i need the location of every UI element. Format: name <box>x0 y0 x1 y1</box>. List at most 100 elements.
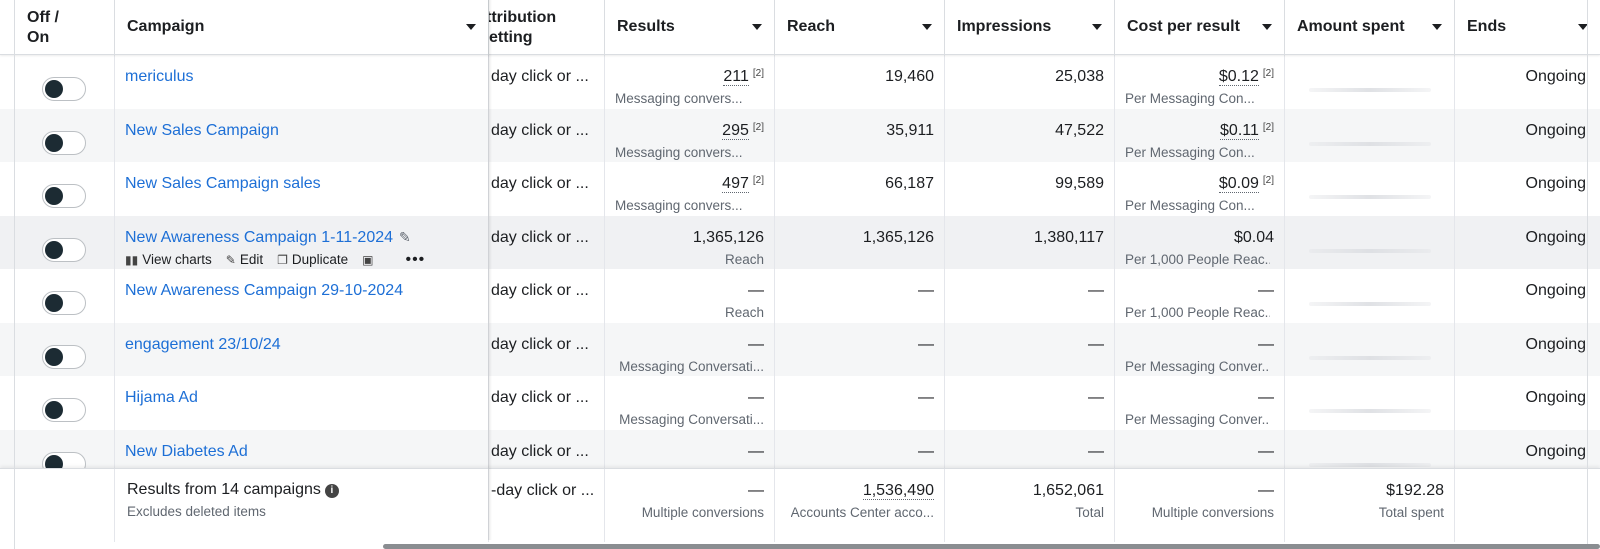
summary-impressions-cell: 1,652,061 Total <box>945 469 1115 542</box>
summary-attribution: -day click or ... <box>491 482 595 499</box>
table-row[interactable]: New Sales Campaign sales day click or ...… <box>0 162 1600 216</box>
cost-value: — <box>1258 336 1274 354</box>
image-button[interactable]: ▣ <box>362 252 377 267</box>
impressions-value: — <box>1088 442 1104 460</box>
redacted-amount <box>1309 141 1431 146</box>
info-icon[interactable]: i <box>324 484 339 498</box>
caret-down-icon[interactable] <box>922 24 932 30</box>
table-header: Off / On Campaign ttribution etting Resu… <box>0 0 1600 55</box>
cost-value[interactable]: $0.09 [2] <box>1218 175 1274 193</box>
ends-cell: Ongoing <box>1455 376 1600 430</box>
campaign-name-link[interactable]: New Awareness Campaign 29-10-2024 <box>125 282 403 300</box>
results-number: — <box>748 389 764 406</box>
campaign-toggle[interactable] <box>42 344 86 369</box>
caret-down-icon[interactable] <box>1262 24 1272 30</box>
column-header-amount-spent[interactable]: Amount spent <box>1285 0 1455 55</box>
toggle-knob <box>45 187 63 205</box>
toggle-knob <box>45 80 63 98</box>
caret-down-icon[interactable] <box>1432 24 1442 30</box>
cost-value: — <box>1258 443 1274 461</box>
cost-type: Per Messaging Con... <box>1125 198 1255 213</box>
campaign-name-link[interactable]: mericulus <box>125 68 193 86</box>
edit-button[interactable]: ✎ Edit <box>226 252 263 267</box>
results-type: Messaging convers... <box>615 91 743 106</box>
campaign-name: New Sales Campaign <box>125 121 279 139</box>
results-value[interactable]: 295 [2] <box>722 121 764 140</box>
campaign-toggle[interactable] <box>42 398 86 422</box>
campaign-name: New Sales Campaign sales <box>125 175 321 192</box>
table-row[interactable]: mericulus day click or ... 211 [2] Messaging… <box>0 55 1600 109</box>
column-header-ends[interactable]: Ends <box>1455 0 1600 55</box>
summary-attribution-cell: -day click or ... <box>489 469 605 542</box>
amount-spent-cell <box>1285 322 1455 376</box>
reach-value: — <box>918 389 934 406</box>
cost-value: — <box>1258 389 1274 407</box>
results-cell: — Messaging Conversati... <box>605 376 775 430</box>
column-header-results[interactable]: Results <box>605 0 775 55</box>
redacted-amount <box>1309 248 1431 253</box>
impressions-value: 47,522 <box>1055 121 1104 139</box>
table-row[interactable]: Hijama Ad day click or ... — Messaging Conv… <box>0 376 1600 430</box>
summary-reach[interactable]: 1,536,490 <box>862 482 934 500</box>
attribution-cell: day click or ... <box>489 269 605 323</box>
campaign-toggle[interactable] <box>42 184 86 208</box>
column-header-label: Campaign <box>127 18 205 35</box>
view-charts-label: View charts <box>142 252 212 267</box>
pencil-icon[interactable]: ✎ <box>399 228 411 245</box>
table-row[interactable]: New Sales Campaign day click or ... 295 [2]… <box>0 108 1600 162</box>
edit-label: Edit <box>239 252 264 267</box>
campaign-toggle[interactable] <box>42 130 86 155</box>
summary-title-text: Results from 14 campaigns <box>127 481 321 498</box>
column-header-campaign[interactable]: Campaign <box>115 0 489 55</box>
campaign-name-link[interactable]: New Awareness Campaign 1-11-2024 ✎ <box>125 229 411 247</box>
campaign-toggle[interactable] <box>42 291 86 315</box>
ends-value: Ongoing <box>1525 175 1587 192</box>
results-value[interactable]: 211 [2] <box>723 68 764 86</box>
cost-cell: — Per 1,000 People Reac... <box>1115 269 1285 323</box>
more-icon[interactable]: ••• <box>405 250 426 268</box>
impressions-cell: 99,589 <box>945 162 1115 216</box>
results-value[interactable]: 497 [2] <box>722 175 764 193</box>
caret-down-icon[interactable] <box>466 24 476 30</box>
redacted-amount <box>1309 302 1431 306</box>
table-row[interactable]: engagement 23/10/24 day click or ... — Mess… <box>0 322 1600 377</box>
summary-spent-cell: $192.28 Total spent <box>1285 469 1455 542</box>
column-header-reach[interactable]: Reach <box>775 0 945 55</box>
ends-value: Ongoing <box>1525 68 1587 85</box>
column-header-toggle[interactable]: Off / On <box>14 0 115 55</box>
cost-footnote: [2] <box>1262 68 1274 79</box>
campaign-name-link[interactable]: New Sales Campaign sales <box>125 175 321 193</box>
summary-title: Results from 14 campaigns i <box>127 481 339 499</box>
campaign-name-link[interactable]: engagement 23/10/24 <box>125 336 281 354</box>
cost-value[interactable]: $0.12 [2] <box>1218 68 1274 86</box>
campaign-name-link[interactable]: New Sales Campaign <box>125 122 279 140</box>
campaign-toggle[interactable] <box>42 237 86 262</box>
results-number: — <box>748 335 764 353</box>
horizontal-scrollbar[interactable] <box>383 544 1600 549</box>
attribution-cell: day click or ... <box>489 55 605 109</box>
reach-value: 35,911 <box>886 121 934 139</box>
table-row[interactable]: New Awareness Campaign 1-11-2024 ✎ ▮▮ View … <box>0 215 1600 269</box>
cost-value[interactable]: $0.11 [2] <box>1220 121 1274 140</box>
column-header-impressions[interactable]: Impressions <box>945 0 1115 55</box>
results-value: — <box>748 443 764 461</box>
caret-down-icon[interactable] <box>1578 24 1588 30</box>
impressions-value: — <box>1088 282 1104 299</box>
impressions-value: — <box>1088 335 1104 353</box>
campaign-toggle[interactable] <box>42 77 86 101</box>
ends-cell: Ongoing <box>1455 323 1600 377</box>
redacted-amount <box>1309 409 1431 413</box>
attribution-cell: day click or ... <box>489 162 605 216</box>
view-charts-button[interactable]: ▮▮ View charts <box>125 252 212 267</box>
ends-value: Ongoing <box>1525 282 1587 299</box>
table-row[interactable]: New Awareness Campaign 29-10-2024 day cli… <box>0 269 1600 323</box>
campaign-name-link[interactable]: New Diabetes Ad <box>125 443 248 461</box>
column-header-attribution-setting[interactable]: ttribution etting <box>489 0 605 55</box>
results-footnote: [2] <box>752 121 764 133</box>
caret-down-icon[interactable] <box>1092 24 1102 30</box>
campaign-name-link[interactable]: Hijama Ad <box>125 389 198 407</box>
column-header-cost-per-result[interactable]: Cost per result <box>1115 0 1285 55</box>
duplicate-button[interactable]: ❐ Duplicate <box>277 252 348 267</box>
caret-down-icon[interactable] <box>752 24 762 30</box>
attribution-setting: day click or ... <box>491 282 589 299</box>
